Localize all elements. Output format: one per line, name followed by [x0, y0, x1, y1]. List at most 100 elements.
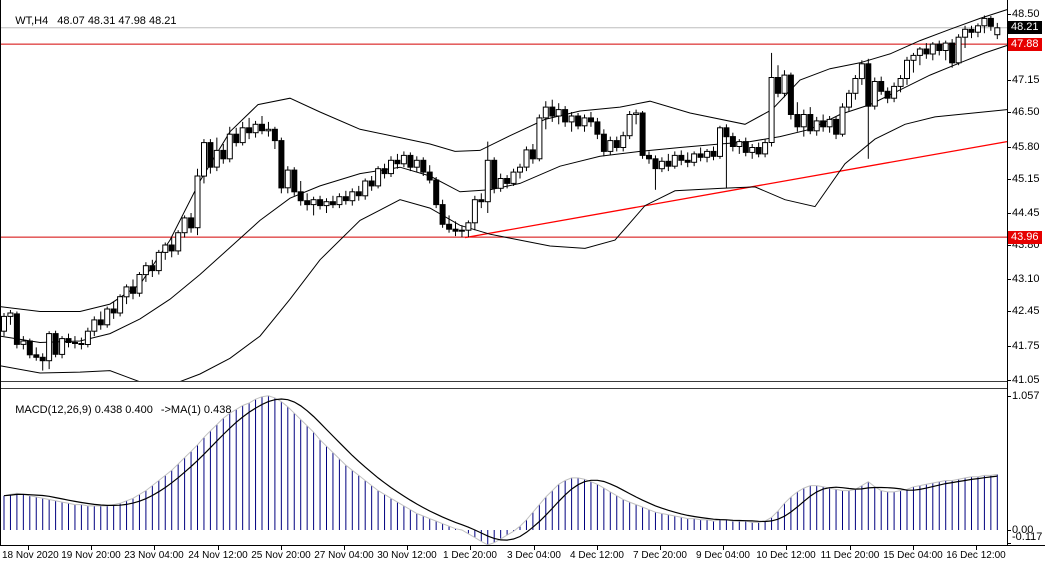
candle-bullish — [517, 163, 523, 179]
candle-bullish — [323, 198, 330, 213]
candle-body — [246, 127, 253, 134]
candle-body — [729, 136, 736, 148]
candle-bearish — [923, 43, 930, 59]
candle-body — [7, 312, 14, 317]
time-axis-label: 23 Nov 04:00 — [124, 550, 184, 561]
price-chart-panel[interactable] — [0, 0, 1008, 382]
panel-separator-line[interactable] — [0, 381, 1008, 382]
price-axis-label: 47.15 — [1012, 74, 1040, 86]
candle-bearish — [646, 151, 652, 164]
candle-bullish — [871, 77, 878, 110]
candle-body — [355, 191, 362, 197]
candle-body — [162, 244, 169, 253]
time-axis-label: 30 Nov 12:00 — [377, 550, 437, 561]
price-axis-tick — [1007, 279, 1011, 280]
chart-left-border — [0, 0, 1, 546]
candle-body — [962, 28, 969, 38]
candle-bullish — [826, 116, 833, 133]
candle-bullish — [994, 22, 1001, 40]
candle-bearish — [97, 311, 104, 330]
candle-body — [762, 142, 769, 155]
macd-indicator-panel[interactable] — [0, 389, 1008, 545]
candle-bearish — [865, 58, 872, 159]
candle-bearish — [652, 155, 659, 190]
candle-bullish — [59, 336, 66, 359]
time-axis-label: 19 Nov 20:00 — [61, 550, 121, 561]
time-axis-tick — [723, 546, 724, 550]
candle-bearish — [755, 142, 762, 158]
candle-bearish — [168, 237, 175, 258]
trendline[interactable] — [464, 140, 1008, 239]
candle-bullish — [542, 101, 549, 130]
macd-axis-label: 0.00 — [1012, 524, 1034, 536]
time-axis-label: 10 Dec 12:00 — [756, 550, 816, 561]
candle-body — [304, 200, 311, 206]
candle-body — [1, 315, 7, 332]
time-axis-label: 18 Nov 2020 — [2, 550, 59, 561]
candle-body — [239, 127, 246, 144]
price-axis-tick — [1007, 346, 1011, 347]
candle-bullish — [162, 242, 169, 260]
candle-bearish — [723, 124, 730, 189]
candle-body — [613, 140, 620, 149]
time-axis-border — [0, 545, 1045, 546]
candle-bearish — [220, 144, 227, 164]
candle-bullish — [536, 114, 543, 162]
price-axis-border — [1007, 0, 1008, 546]
time-axis-label: 1 Dec 20:00 — [443, 550, 497, 561]
time-axis-tick — [91, 546, 92, 550]
candle-bullish — [136, 272, 143, 297]
candle-body — [981, 17, 988, 27]
candle-body — [388, 159, 394, 175]
candle-body — [142, 265, 149, 276]
candle-body — [284, 169, 291, 189]
candle-bullish — [555, 103, 562, 125]
candle-bullish — [194, 168, 201, 236]
candle-bullish — [7, 310, 14, 325]
price-axis-tick — [1007, 380, 1011, 381]
time-axis-tick — [407, 546, 408, 550]
candle-body — [20, 340, 27, 345]
candle-bullish — [1, 313, 7, 337]
candle-body — [936, 43, 943, 51]
candle-bearish — [33, 347, 40, 361]
candle-bullish — [310, 196, 317, 216]
candle-body — [336, 196, 343, 206]
candle-body — [607, 140, 614, 152]
candle-body — [368, 180, 375, 187]
candle-bullish — [568, 112, 575, 132]
candle-body — [323, 201, 330, 207]
candle-body — [484, 159, 491, 203]
candle-body — [949, 42, 956, 64]
candle-bullish — [239, 121, 246, 146]
time-axis-label: 7 Dec 20:00 — [633, 550, 687, 561]
candle-body — [349, 191, 356, 202]
candle-bullish — [388, 156, 394, 177]
candle-bullish — [252, 120, 259, 138]
candle-bullish — [142, 262, 149, 282]
bollinger-lower-band — [0, 109, 1008, 382]
candle-bearish — [130, 279, 136, 300]
candle-bullish — [962, 25, 969, 48]
candle-body — [575, 115, 582, 127]
candle-bearish — [697, 147, 704, 162]
candle-bullish — [265, 121, 272, 137]
candle-body — [104, 308, 111, 326]
candle-body — [723, 127, 730, 138]
candle-bearish — [878, 76, 885, 95]
candle-bearish — [381, 163, 388, 179]
candle-bearish — [394, 153, 401, 169]
candle-body — [755, 147, 762, 155]
time-axis-label: 3 Dec 04:00 — [507, 550, 561, 561]
candle-bearish — [446, 215, 453, 233]
candle-body — [510, 171, 517, 184]
candle-bearish — [72, 336, 78, 349]
candle-body — [652, 158, 659, 170]
macd-axis-label: -0.117 — [1012, 531, 1043, 543]
candle-bearish — [678, 150, 685, 166]
candle-bearish — [420, 157, 427, 176]
candle-bearish — [26, 338, 33, 359]
candle-body — [929, 43, 936, 55]
candle-bullish — [955, 34, 962, 66]
candle-bullish — [607, 136, 614, 156]
